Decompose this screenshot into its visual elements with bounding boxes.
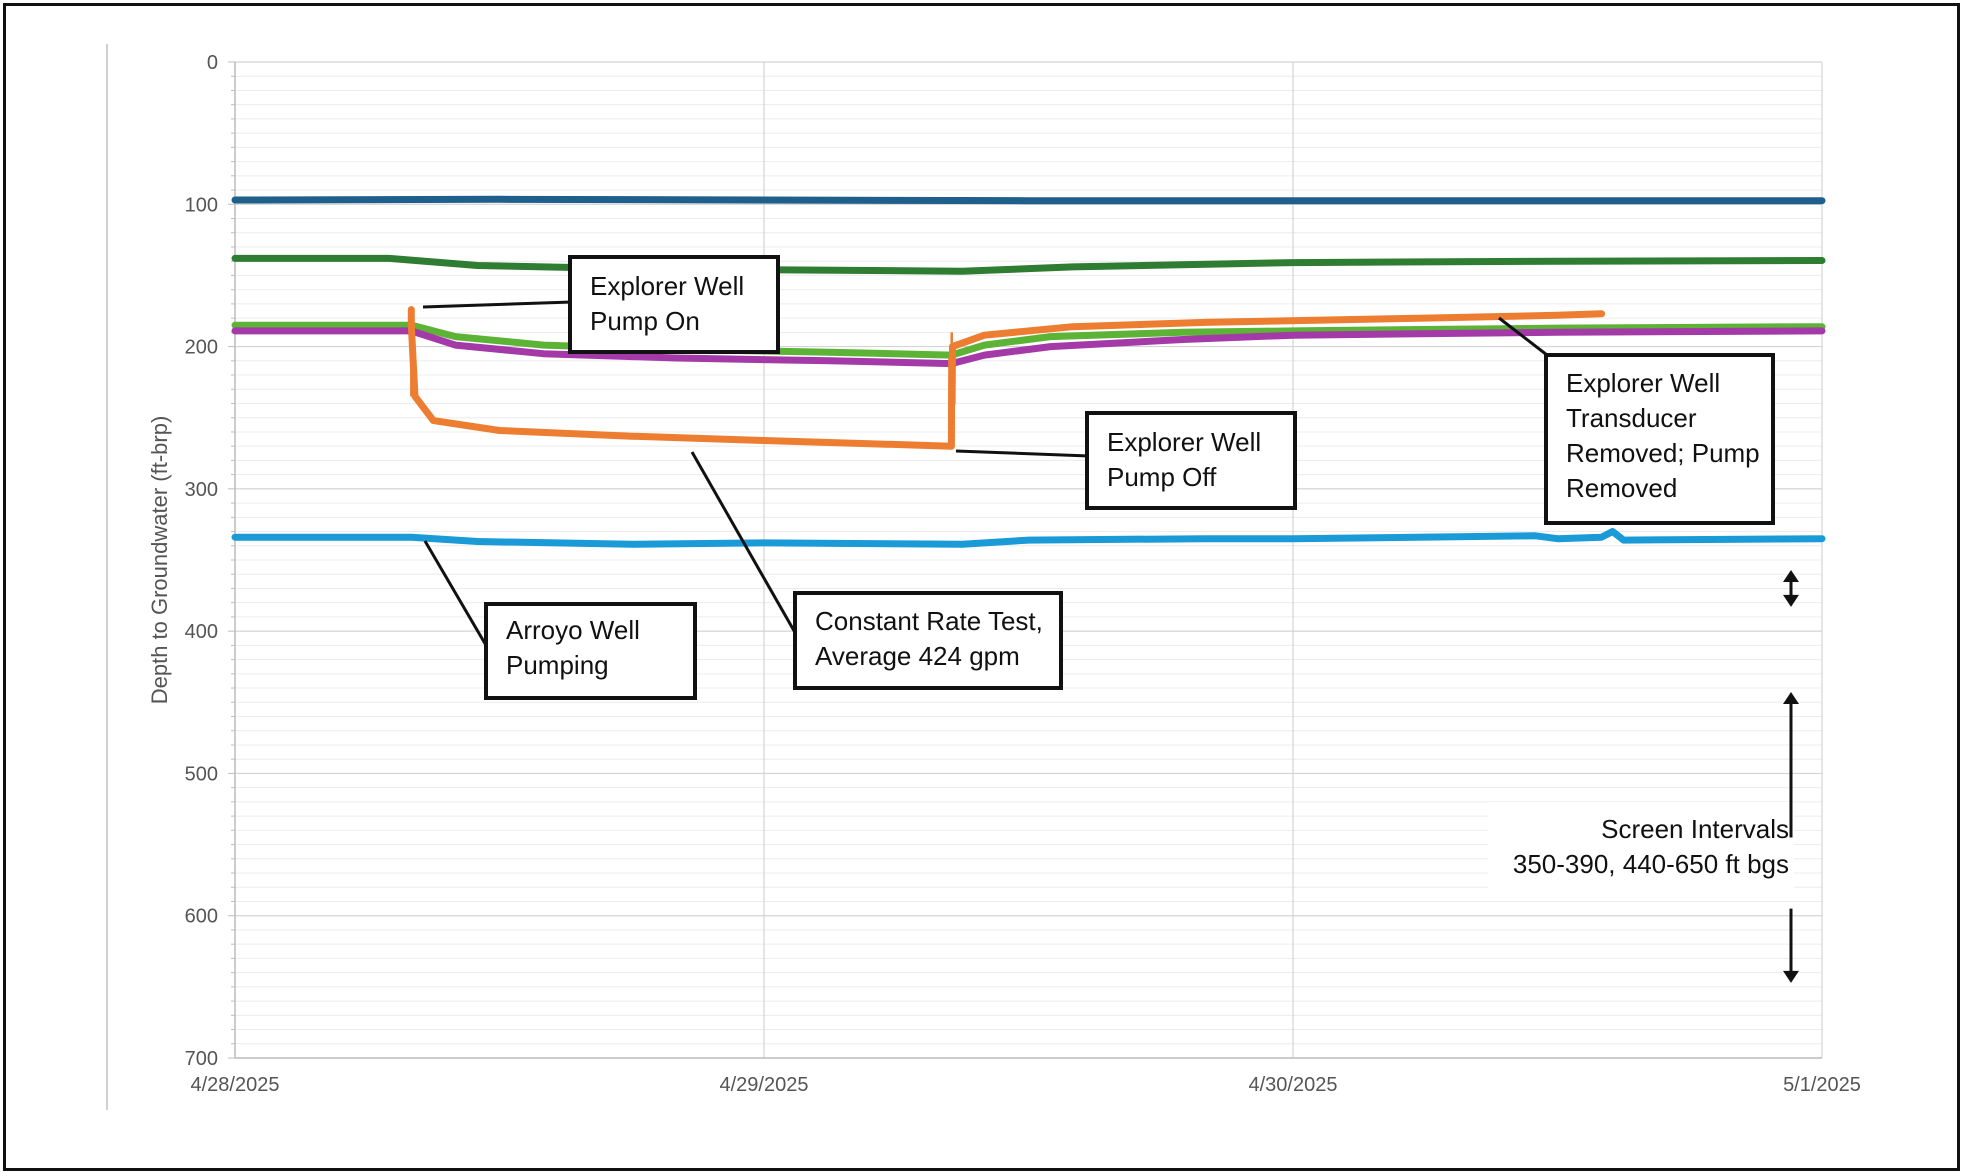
series-line-6 bbox=[231, 528, 1826, 548]
annotation-callout: Explorer Well Transducer Removed; Pump Remo… bbox=[1498, 316, 1775, 525]
annotation-box bbox=[793, 591, 1063, 690]
screen-interval-arrows bbox=[1783, 570, 1799, 983]
figure-frame: 0 100 200 300 400 500 600 700 4/28/2025 4/29/2025… bbox=[3, 3, 1960, 1171]
x-tick-label: 4/30/2025 bbox=[1249, 1074, 1338, 1096]
annotation-text: Arroyo Well bbox=[506, 615, 640, 645]
series-line-2 bbox=[231, 254, 1826, 275]
y-axis-title: Depth to Groundwater (ft-brp) bbox=[147, 416, 172, 705]
x-tick-label: 5/1/2025 bbox=[1783, 1074, 1861, 1096]
annotation-leader-line bbox=[422, 300, 573, 309]
annotation-text: Pump On bbox=[590, 306, 700, 336]
y-tick-label: 100 bbox=[185, 194, 218, 216]
y-tick-label: 500 bbox=[185, 763, 218, 785]
annotation-text: Explorer Well bbox=[1566, 368, 1720, 398]
annotations: Explorer Well Pump On Explorer Well Pump Of… bbox=[422, 255, 1794, 894]
annotation-text: Pump Off bbox=[1107, 462, 1217, 492]
arrow-head-up bbox=[1783, 570, 1799, 582]
annotation-leader-line bbox=[690, 451, 799, 637]
arrow-head-down bbox=[1783, 970, 1799, 983]
annotation-box bbox=[1085, 411, 1297, 510]
y-tick-label: 700 bbox=[185, 1048, 218, 1070]
annotation-text: Average 424 gpm bbox=[815, 641, 1020, 671]
annotation-text: Constant Rate Test, bbox=[815, 606, 1043, 636]
series-line-1 bbox=[231, 195, 1826, 205]
annotation-leader-line bbox=[1498, 316, 1548, 357]
annotation-text: Pumping bbox=[506, 650, 609, 680]
annotation-text: 350-390, 440-650 ft bgs bbox=[1513, 849, 1789, 879]
y-tick-label: 300 bbox=[185, 479, 218, 501]
annotation-box bbox=[1544, 353, 1775, 525]
annotation-box bbox=[484, 602, 697, 700]
annotation-text: Screen Intervals bbox=[1601, 814, 1789, 844]
y-tick-label: 200 bbox=[185, 337, 218, 359]
y-tick-label: 400 bbox=[185, 621, 218, 643]
x-tick-label: 4/28/2025 bbox=[191, 1074, 280, 1096]
annotation-box bbox=[568, 255, 780, 354]
annotation-callout: Arroyo Well Pumping bbox=[423, 540, 697, 700]
annotation-text: Explorer Well bbox=[1107, 427, 1261, 457]
annotation-text: Transducer bbox=[1566, 403, 1697, 433]
annotation-callout: Screen Intervals 350-390, 440-650 ft bgs bbox=[1488, 802, 1794, 894]
series-group bbox=[231, 195, 1826, 548]
y-tick-label: 0 bbox=[207, 52, 218, 74]
arrow-head-down bbox=[1783, 594, 1799, 607]
arrow-head-up bbox=[1783, 692, 1799, 705]
x-tick-label: 4/29/2025 bbox=[720, 1074, 809, 1096]
y-tick-label: 600 bbox=[185, 906, 218, 928]
minor-gridlines bbox=[235, 75, 1822, 1045]
annotation-background bbox=[1488, 802, 1794, 894]
annotation-callout: Explorer Well Pump On bbox=[422, 255, 780, 354]
annotation-leader-line bbox=[955, 449, 1090, 458]
annotation-callout: Constant Rate Test, Average 424 gpm bbox=[690, 451, 1063, 690]
chart: 0 100 200 300 400 500 600 700 4/28/2025 4/29/2025… bbox=[106, 44, 1861, 1110]
annotation-leader-line bbox=[423, 540, 489, 648]
annotation-callout: Explorer Well Pump Off bbox=[955, 411, 1297, 510]
annotation-text: Explorer Well bbox=[590, 271, 744, 301]
annotation-text: Removed bbox=[1566, 473, 1677, 503]
annotation-text: Removed; Pump bbox=[1566, 438, 1760, 468]
